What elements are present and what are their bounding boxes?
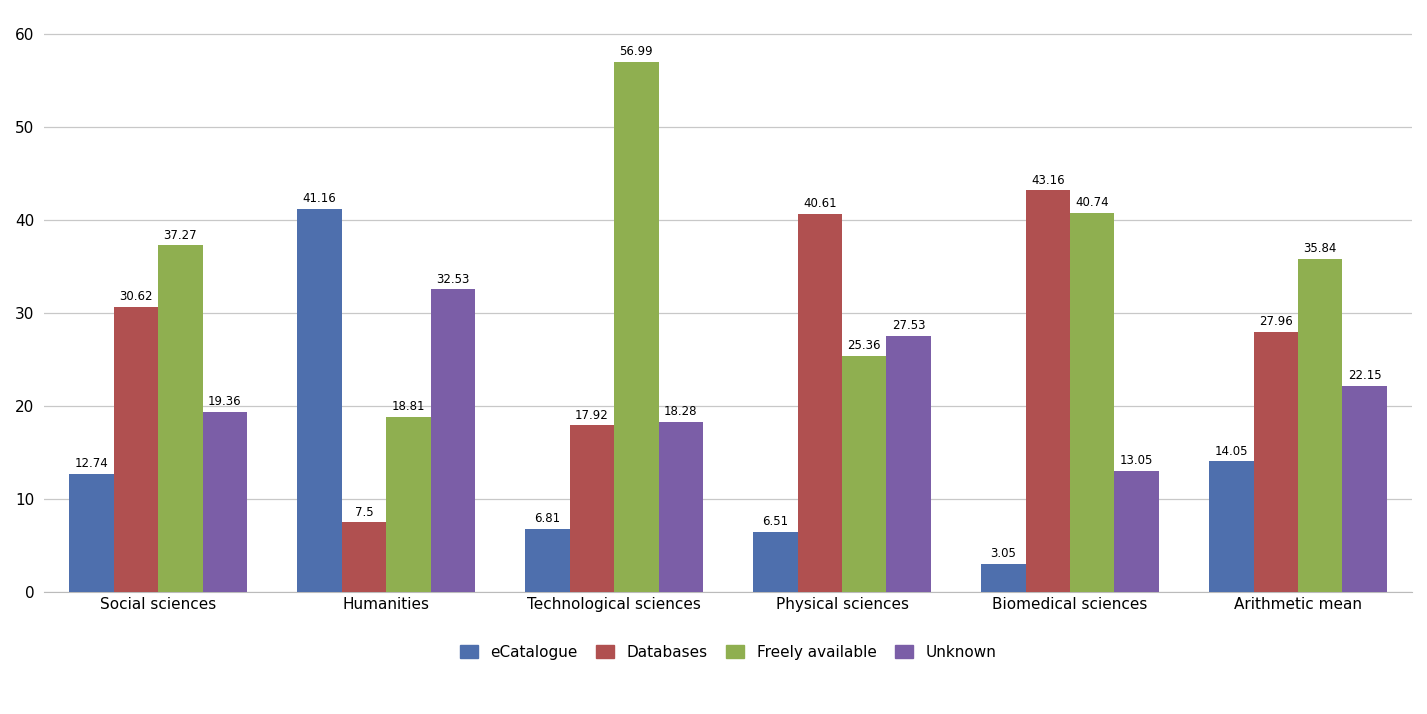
Text: 6.51: 6.51 bbox=[762, 515, 789, 528]
Bar bbox=[431, 289, 475, 593]
Text: 13.05: 13.05 bbox=[1120, 454, 1153, 467]
Text: 43.16: 43.16 bbox=[1030, 174, 1065, 186]
Bar bbox=[297, 209, 341, 593]
Text: 41.16: 41.16 bbox=[303, 192, 337, 206]
Text: 30.62: 30.62 bbox=[118, 291, 153, 303]
Text: 3.05: 3.05 bbox=[990, 547, 1016, 560]
Text: 32.53: 32.53 bbox=[437, 273, 469, 286]
Text: 25.36: 25.36 bbox=[848, 339, 880, 353]
Bar bbox=[1070, 213, 1114, 593]
Bar bbox=[1026, 191, 1070, 593]
Bar bbox=[1299, 258, 1343, 593]
Text: 27.96: 27.96 bbox=[1259, 316, 1293, 328]
Legend: eCatalogue, Databases, Freely available, Unknown: eCatalogue, Databases, Freely available,… bbox=[459, 645, 996, 660]
Text: 6.81: 6.81 bbox=[534, 512, 561, 526]
Bar bbox=[614, 61, 658, 593]
Text: 40.74: 40.74 bbox=[1076, 196, 1109, 209]
Bar bbox=[1253, 332, 1299, 593]
Text: 12.74: 12.74 bbox=[74, 457, 108, 470]
Bar bbox=[753, 532, 798, 593]
Text: 40.61: 40.61 bbox=[803, 198, 836, 211]
Bar bbox=[68, 473, 114, 593]
Bar bbox=[842, 356, 886, 593]
Text: 19.36: 19.36 bbox=[208, 396, 241, 408]
Text: 27.53: 27.53 bbox=[892, 319, 926, 332]
Text: 22.15: 22.15 bbox=[1349, 369, 1381, 383]
Text: 37.27: 37.27 bbox=[164, 228, 197, 241]
Bar bbox=[1209, 461, 1253, 593]
Bar bbox=[203, 412, 247, 593]
Bar bbox=[114, 307, 158, 593]
Bar bbox=[341, 523, 387, 593]
Bar bbox=[525, 529, 569, 593]
Bar bbox=[387, 417, 431, 593]
Bar bbox=[1343, 386, 1387, 593]
Text: 7.5: 7.5 bbox=[354, 506, 372, 519]
Text: 14.05: 14.05 bbox=[1214, 445, 1249, 458]
Text: 17.92: 17.92 bbox=[575, 408, 609, 422]
Bar bbox=[658, 422, 704, 593]
Bar bbox=[569, 426, 614, 593]
Text: 18.81: 18.81 bbox=[391, 401, 425, 413]
Text: 35.84: 35.84 bbox=[1303, 242, 1337, 255]
Bar bbox=[1114, 471, 1159, 593]
Text: 18.28: 18.28 bbox=[664, 406, 698, 418]
Bar bbox=[982, 564, 1026, 593]
Bar bbox=[886, 336, 930, 593]
Text: 56.99: 56.99 bbox=[619, 45, 654, 58]
Bar bbox=[158, 246, 203, 593]
Bar bbox=[798, 214, 842, 593]
